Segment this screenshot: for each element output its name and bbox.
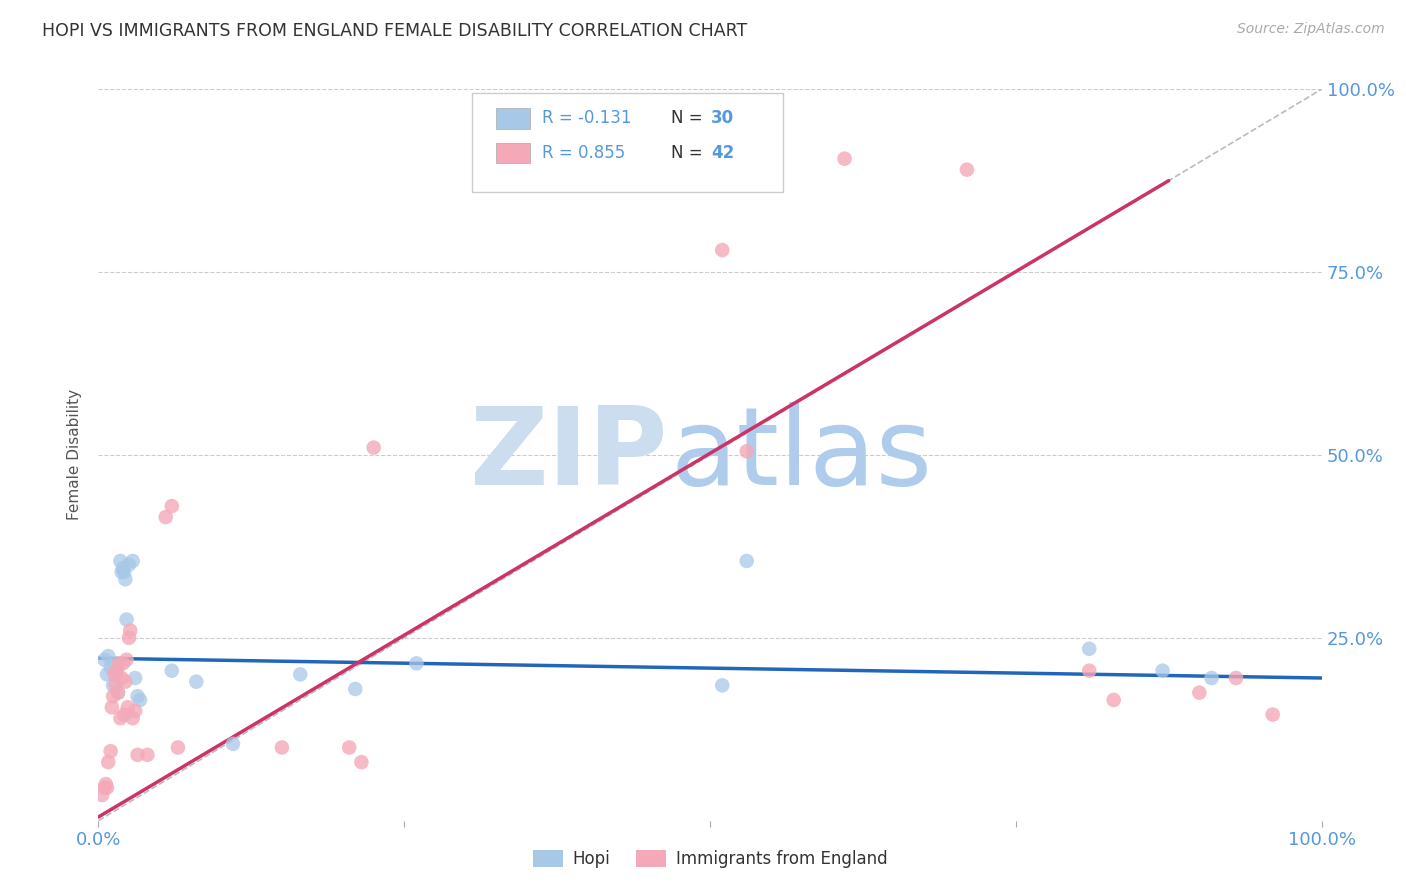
Point — [735, 444, 758, 458]
Point — [160, 664, 183, 678]
Point — [1225, 671, 1247, 685]
Point — [124, 704, 146, 718]
Y-axis label: Female Disability: Female Disability — [67, 389, 83, 521]
Point — [363, 441, 385, 455]
Text: 30: 30 — [711, 110, 734, 128]
Text: N =: N = — [671, 110, 707, 128]
Point — [115, 653, 138, 667]
Point — [103, 657, 125, 671]
Point — [97, 649, 120, 664]
Point — [160, 499, 183, 513]
Point — [1102, 693, 1125, 707]
Point — [118, 631, 141, 645]
Point — [1078, 641, 1101, 656]
FancyBboxPatch shape — [471, 93, 783, 192]
Point — [290, 667, 312, 681]
Point — [350, 755, 373, 769]
Point — [101, 690, 124, 704]
Point — [127, 690, 149, 704]
Point — [127, 747, 149, 762]
Point — [100, 660, 122, 674]
Point — [735, 554, 758, 568]
Point — [112, 565, 135, 579]
Point — [121, 711, 143, 725]
Point — [110, 554, 132, 568]
Point — [104, 678, 127, 692]
Point — [1201, 671, 1223, 685]
Point — [344, 681, 367, 696]
Point — [124, 671, 146, 685]
Point — [118, 558, 141, 572]
Point — [270, 740, 294, 755]
Point — [97, 755, 120, 769]
Point — [96, 780, 118, 795]
Point — [115, 613, 138, 627]
Point — [105, 664, 128, 678]
Point — [96, 667, 118, 681]
Text: R = -0.131: R = -0.131 — [543, 110, 631, 128]
Point — [103, 667, 125, 681]
Point — [91, 788, 114, 802]
Text: ZIP: ZIP — [468, 402, 668, 508]
Point — [1152, 664, 1174, 678]
Point — [1188, 686, 1211, 700]
Point — [111, 561, 134, 575]
Point — [107, 686, 129, 700]
Text: atlas: atlas — [671, 402, 934, 508]
Point — [834, 152, 856, 166]
Point — [337, 740, 360, 755]
Point — [120, 624, 142, 638]
Point — [167, 740, 190, 755]
Point — [110, 711, 132, 725]
Point — [111, 565, 134, 579]
Point — [114, 674, 136, 689]
Point — [107, 686, 129, 700]
Text: HOPI VS IMMIGRANTS FROM ENGLAND FEMALE DISABILITY CORRELATION CHART: HOPI VS IMMIGRANTS FROM ENGLAND FEMALE D… — [42, 22, 748, 40]
Point — [117, 700, 139, 714]
Point — [711, 678, 734, 692]
Point — [155, 510, 177, 524]
Point — [105, 664, 128, 678]
Text: R = 0.855: R = 0.855 — [543, 144, 626, 161]
Point — [93, 653, 115, 667]
Point — [100, 744, 122, 758]
Point — [121, 554, 143, 568]
Bar — [496, 108, 530, 128]
Point — [101, 678, 124, 692]
Point — [101, 700, 124, 714]
Text: Source: ZipAtlas.com: Source: ZipAtlas.com — [1237, 22, 1385, 37]
Point — [114, 572, 136, 586]
Point — [711, 243, 734, 257]
Point — [956, 162, 979, 177]
Legend: Hopi, Immigrants from England: Hopi, Immigrants from England — [526, 843, 894, 874]
Bar — [496, 143, 530, 163]
Text: N =: N = — [671, 144, 707, 161]
Point — [93, 780, 115, 795]
Point — [111, 657, 134, 671]
Point — [111, 671, 134, 685]
Point — [129, 693, 152, 707]
Point — [1078, 664, 1101, 678]
Text: 42: 42 — [711, 144, 734, 161]
Point — [222, 737, 245, 751]
Point — [186, 674, 208, 689]
Point — [112, 707, 135, 722]
Point — [136, 747, 159, 762]
Point — [405, 657, 427, 671]
Point — [94, 777, 117, 791]
Point — [108, 657, 131, 671]
Point — [1261, 707, 1284, 722]
